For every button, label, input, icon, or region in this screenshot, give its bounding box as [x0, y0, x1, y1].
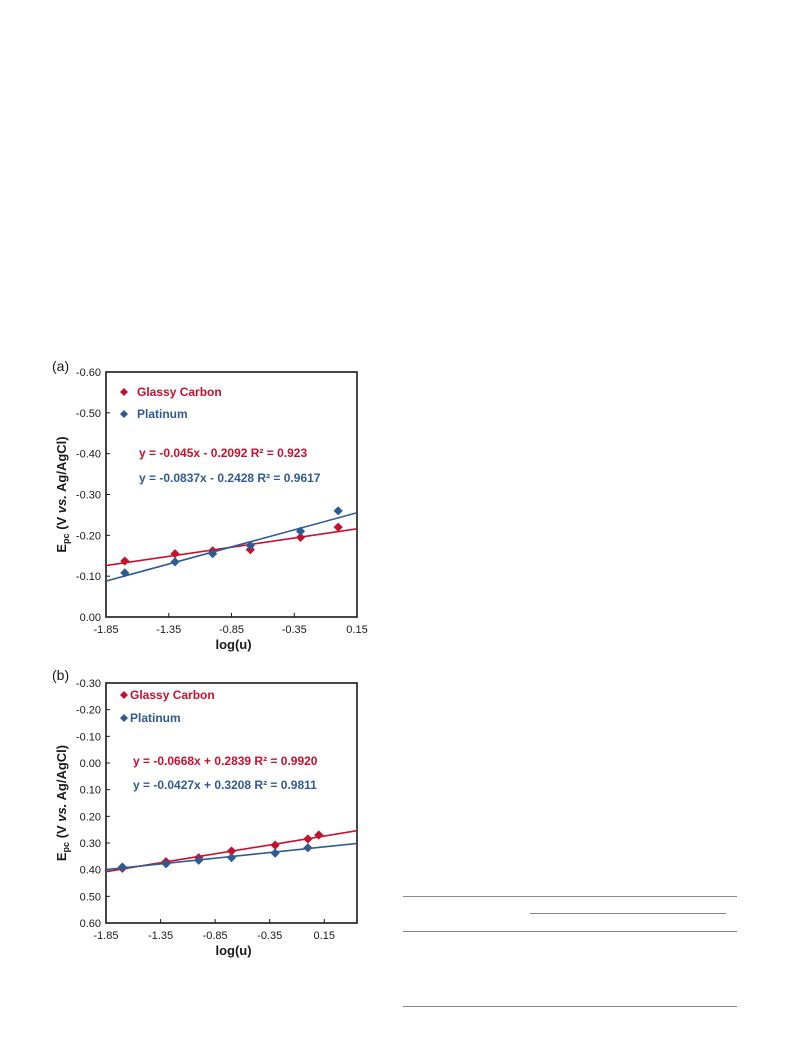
table-bottom-rule: [403, 1006, 737, 1007]
x-tick-label: -1.35: [148, 930, 173, 942]
legend-marker: [120, 410, 128, 418]
fit-equation: y = -0.0427x + 0.3208 R² = 0.9811: [133, 778, 317, 792]
y-tick-label: -0.10: [76, 571, 101, 583]
legend-label: Platinum: [137, 407, 188, 421]
y-tick-label: 0.00: [80, 612, 101, 624]
panel-label: (a): [52, 358, 69, 374]
y-tick-label: -0.20: [76, 705, 101, 717]
data-point: [120, 568, 130, 578]
fit-line: [106, 511, 357, 582]
x-tick-label: -0.35: [282, 624, 307, 636]
x-tick-label: 0.15: [314, 930, 335, 942]
y-tick-label: 0.20: [80, 811, 101, 823]
y-tick-label: 0.10: [80, 785, 101, 797]
data-point: [170, 557, 180, 567]
x-tick-label: -0.35: [257, 930, 282, 942]
y-tick-label: -0.40: [76, 449, 101, 461]
chart-panel-b: -0.30 -0.20 -0.10 0.00 0.10 0.20 0.30 0.40 0.50 0…: [52, 667, 358, 958]
y-tick-label: -0.10: [76, 731, 101, 743]
y-tick-label: -0.20: [76, 530, 101, 542]
x-tick-label: -1.85: [93, 624, 118, 636]
y-tick-label: -0.30: [76, 490, 101, 502]
data-point: [245, 540, 255, 551]
data-point: [161, 859, 171, 869]
y-tick-label: 0.30: [80, 838, 101, 850]
data-point: [226, 846, 237, 856]
plot-frame: [105, 682, 358, 924]
legend-marker: [120, 714, 128, 722]
data-point: [120, 556, 130, 566]
y-axis-label: Epc (V vs. Ag/AgCl): [54, 745, 71, 861]
data-point: [117, 862, 127, 872]
fit-equation: y = -0.045x - 0.2092 R² = 0.923: [139, 446, 307, 460]
table-mid-rule: [403, 931, 737, 932]
data-point: [314, 830, 324, 840]
data-point: [333, 522, 343, 532]
y-tick-label: 0.00: [80, 758, 101, 770]
data-point: [270, 840, 280, 850]
data-point: [208, 549, 218, 559]
data-point: [295, 526, 306, 536]
legend-label: Platinum: [130, 711, 181, 725]
data-point: [303, 843, 313, 853]
x-axis-label: log(u): [215, 637, 251, 652]
data-point: [303, 834, 313, 844]
legend-marker: [120, 388, 128, 396]
data-point: [226, 853, 237, 863]
table-top-rule: [403, 896, 737, 897]
fit-equation: y = -0.0668x + 0.2839 R² = 0.9920: [133, 754, 318, 768]
x-tick-label: -0.85: [203, 930, 228, 942]
data-point: [270, 848, 280, 858]
series-platinum: Platinum y = -0.0837x - 0.2428 R² = 0.961…: [106, 407, 357, 582]
table-header-rule: [530, 913, 726, 914]
data-point: [295, 532, 306, 542]
y-tick-label: -0.60: [76, 367, 101, 379]
legend-marker: [120, 691, 128, 699]
legend-label: Glassy Carbon: [130, 688, 215, 702]
y-tick-label: -0.30: [76, 678, 101, 690]
y-axis-label: Epc (V vs. Ag/AgCl): [54, 436, 71, 552]
y-tick-label: -0.50: [76, 408, 101, 420]
panel-label: (b): [52, 667, 69, 683]
y-tick-label: 0.50: [80, 891, 101, 903]
series-platinum: Platinum y = -0.0427x + 0.3208 R² = 0.981…: [106, 711, 357, 872]
fit-equation: y = -0.0837x - 0.2428 R² = 0.9617: [139, 471, 321, 485]
x-tick-label: -1.85: [93, 930, 118, 942]
legend-label: Glassy Carbon: [137, 385, 222, 399]
data-point: [194, 855, 204, 865]
x-tick-label: -0.85: [219, 624, 244, 636]
x-axis-label: log(u): [215, 943, 251, 958]
data-point: [333, 506, 343, 516]
x-tick-label: -1.35: [156, 624, 181, 636]
data-point: [170, 549, 180, 559]
chart-panel-a: -0.60 -0.50 -0.40 -0.30 -0.20 -0.10 0.00-1.85 -…: [52, 358, 368, 652]
x-tick-label: 0.15: [346, 624, 367, 636]
y-tick-label: 0.60: [80, 918, 101, 930]
y-tick-label: 0.40: [80, 865, 101, 877]
